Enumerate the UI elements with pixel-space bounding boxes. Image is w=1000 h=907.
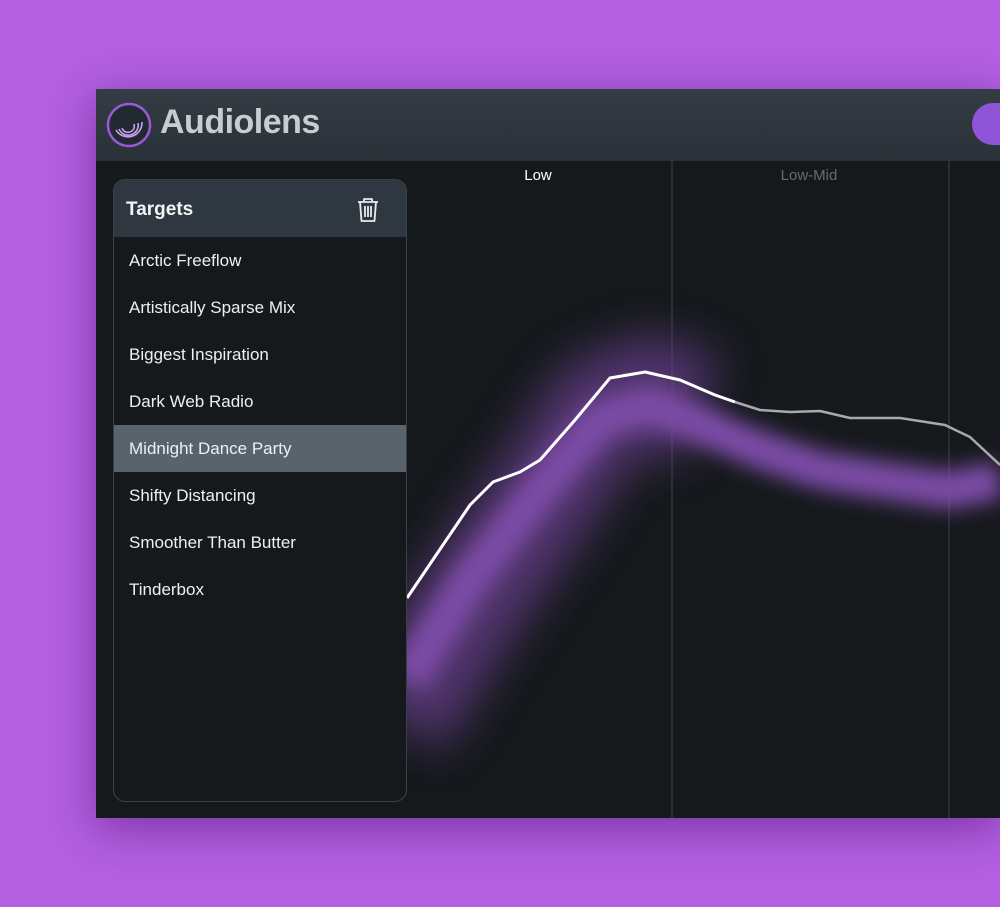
target-item[interactable]: Smoother Than Butter bbox=[129, 533, 296, 552]
app-title: Audiolens bbox=[160, 103, 320, 141]
target-list: Arctic Freeflow Artistically Sparse Mix Bi… bbox=[114, 237, 406, 613]
curve-gray bbox=[734, 400, 1000, 466]
band-label: Low-Mid bbox=[781, 167, 838, 184]
range-glow bbox=[349, 336, 721, 750]
target-item[interactable]: Artistically Sparse Mix bbox=[129, 298, 296, 317]
panel-title: Targets bbox=[126, 199, 194, 220]
band-label: Low bbox=[524, 167, 552, 184]
range-band bbox=[390, 386, 1000, 691]
header: Audiolens bbox=[96, 89, 1000, 161]
trash-button[interactable] bbox=[354, 196, 382, 224]
app-window: Audiolens Low Low-Mid Targets Arctic Fre… bbox=[96, 89, 1000, 818]
toggle[interactable] bbox=[972, 103, 1000, 145]
target-item[interactable]: Arctic Freeflow bbox=[129, 251, 242, 270]
target-item[interactable]: Midnight Dance Party bbox=[114, 425, 406, 472]
curve bbox=[405, 370, 736, 599]
targets-panel: Targets Arctic Freeflow Artistically Spar… bbox=[113, 179, 407, 802]
target-item[interactable]: Dark Web Radio bbox=[129, 392, 254, 411]
target-item[interactable]: Tinderbox bbox=[129, 580, 204, 599]
logo bbox=[106, 102, 152, 148]
target-item[interactable]: Biggest Inspiration bbox=[129, 345, 269, 364]
graph: Low Low-Mid bbox=[349, 161, 1000, 818]
panel-header: Targets bbox=[114, 180, 406, 237]
target-item[interactable]: Shifty Distancing bbox=[129, 486, 256, 505]
